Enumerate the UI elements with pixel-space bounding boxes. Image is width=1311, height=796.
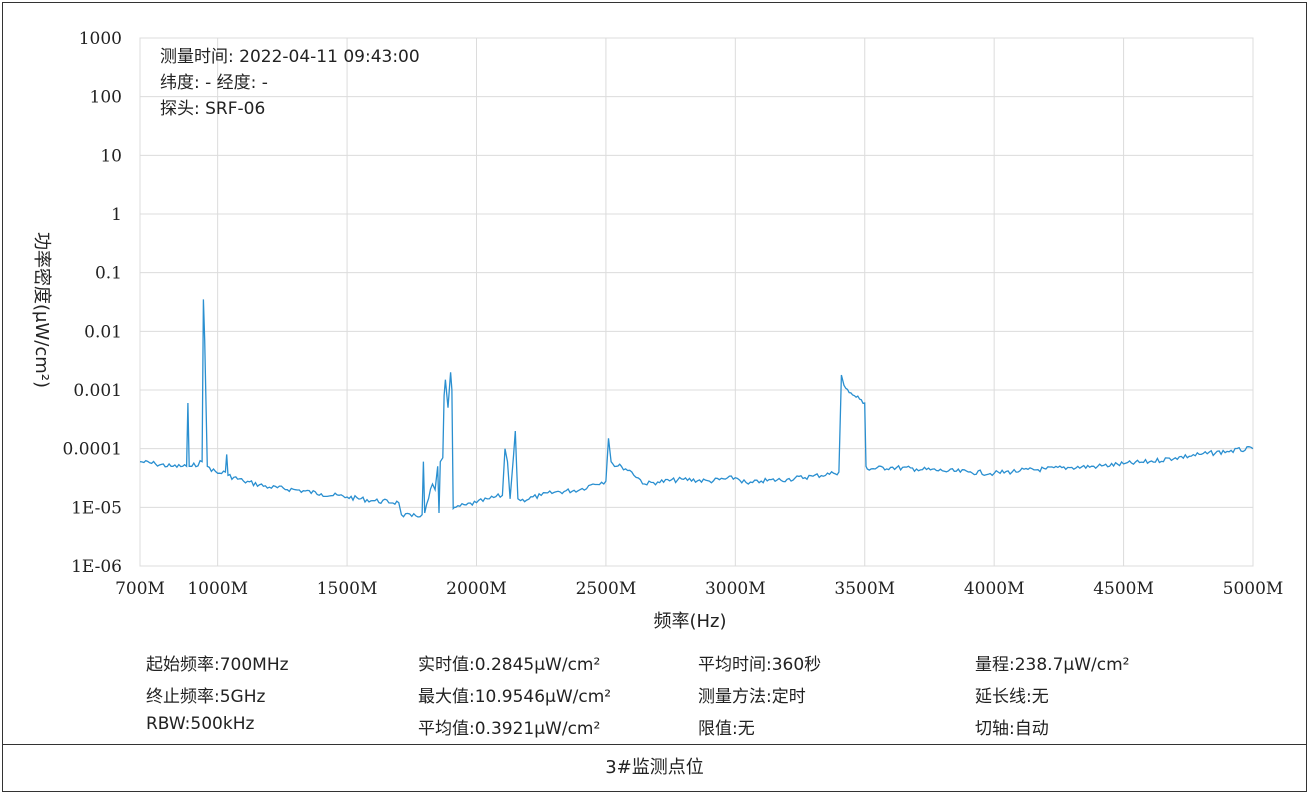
y-tick-label: 100: [90, 88, 122, 108]
x-tick-label: 700M: [115, 579, 165, 599]
y-axis-label: 功率密度(μW/cm²): [31, 232, 52, 388]
x-tick-labels: 700M 1000M 1500M 2000M 2500M 3000M 3500M 4000M 4…: [115, 579, 1283, 599]
measurement-meta: 测量时间: 2022-04-11 09:43:00 纬度: - 经度: - 探头…: [160, 44, 420, 122]
spectrum-chart: 1E-06 1E-05 0.0001 0.001 0.01 0.1 1 10 100 1000 7…: [31, 29, 1283, 632]
measure-time: 测量时间: 2022-04-11 09:43:00: [160, 47, 420, 67]
start-frequency: 起始频率:700MHz: [146, 655, 289, 675]
y-tick-labels: 1E-06 1E-05 0.0001 0.001 0.01 0.1 1 10 100 1000: [63, 29, 122, 577]
rbw: RBW:500kHz: [146, 714, 255, 734]
stop-frequency: 终止频率:5GHz: [146, 687, 266, 707]
maximum-value: 最大值:10.9546μW/cm²: [418, 687, 612, 707]
x-tick-label: 4000M: [964, 579, 1025, 599]
range-value: 量程:238.7μW/cm²: [975, 655, 1130, 675]
x-tick-label: 2500M: [576, 579, 637, 599]
y-tick-label: 0.01: [84, 322, 122, 342]
x-axis-label: 频率(Hz): [653, 611, 726, 632]
probe: 探头: SRF-06: [160, 99, 266, 119]
cut-axis: 切轴:自动: [975, 719, 1049, 739]
x-tick-label: 2000M: [446, 579, 507, 599]
y-tick-label: 1E-06: [71, 557, 122, 577]
y-tick-label: 0.0001: [63, 440, 122, 460]
y-tick-label: 1: [111, 205, 122, 225]
measure-method: 测量方法:定时: [698, 687, 806, 707]
x-tick-label: 4500M: [1093, 579, 1154, 599]
x-tick-label: 5000M: [1223, 579, 1284, 599]
x-tick-label: 3000M: [705, 579, 766, 599]
limit-value: 限值:无: [698, 719, 755, 739]
x-tick-label: 1000M: [187, 579, 248, 599]
average-value: 平均值:0.3921μW/cm²: [418, 719, 601, 739]
x-tick-label: 3500M: [834, 579, 895, 599]
y-tick-label: 1E-05: [71, 498, 122, 518]
y-tick-label: 0.001: [73, 381, 122, 401]
y-tick-label: 1000: [79, 29, 122, 49]
caption: 3#监测点位: [2, 744, 1307, 792]
realtime-value: 实时值:0.2845μW/cm²: [418, 655, 601, 675]
series-line: [139, 299, 1254, 518]
extension-line: 延长线:无: [975, 687, 1049, 707]
average-time: 平均时间:360秒: [698, 655, 822, 675]
y-tick-label: 0.1: [95, 264, 122, 284]
x-tick-label: 1500M: [317, 579, 378, 599]
y-tick-label: 10: [100, 146, 122, 166]
lat-lon: 纬度: - 经度: -: [160, 73, 268, 93]
